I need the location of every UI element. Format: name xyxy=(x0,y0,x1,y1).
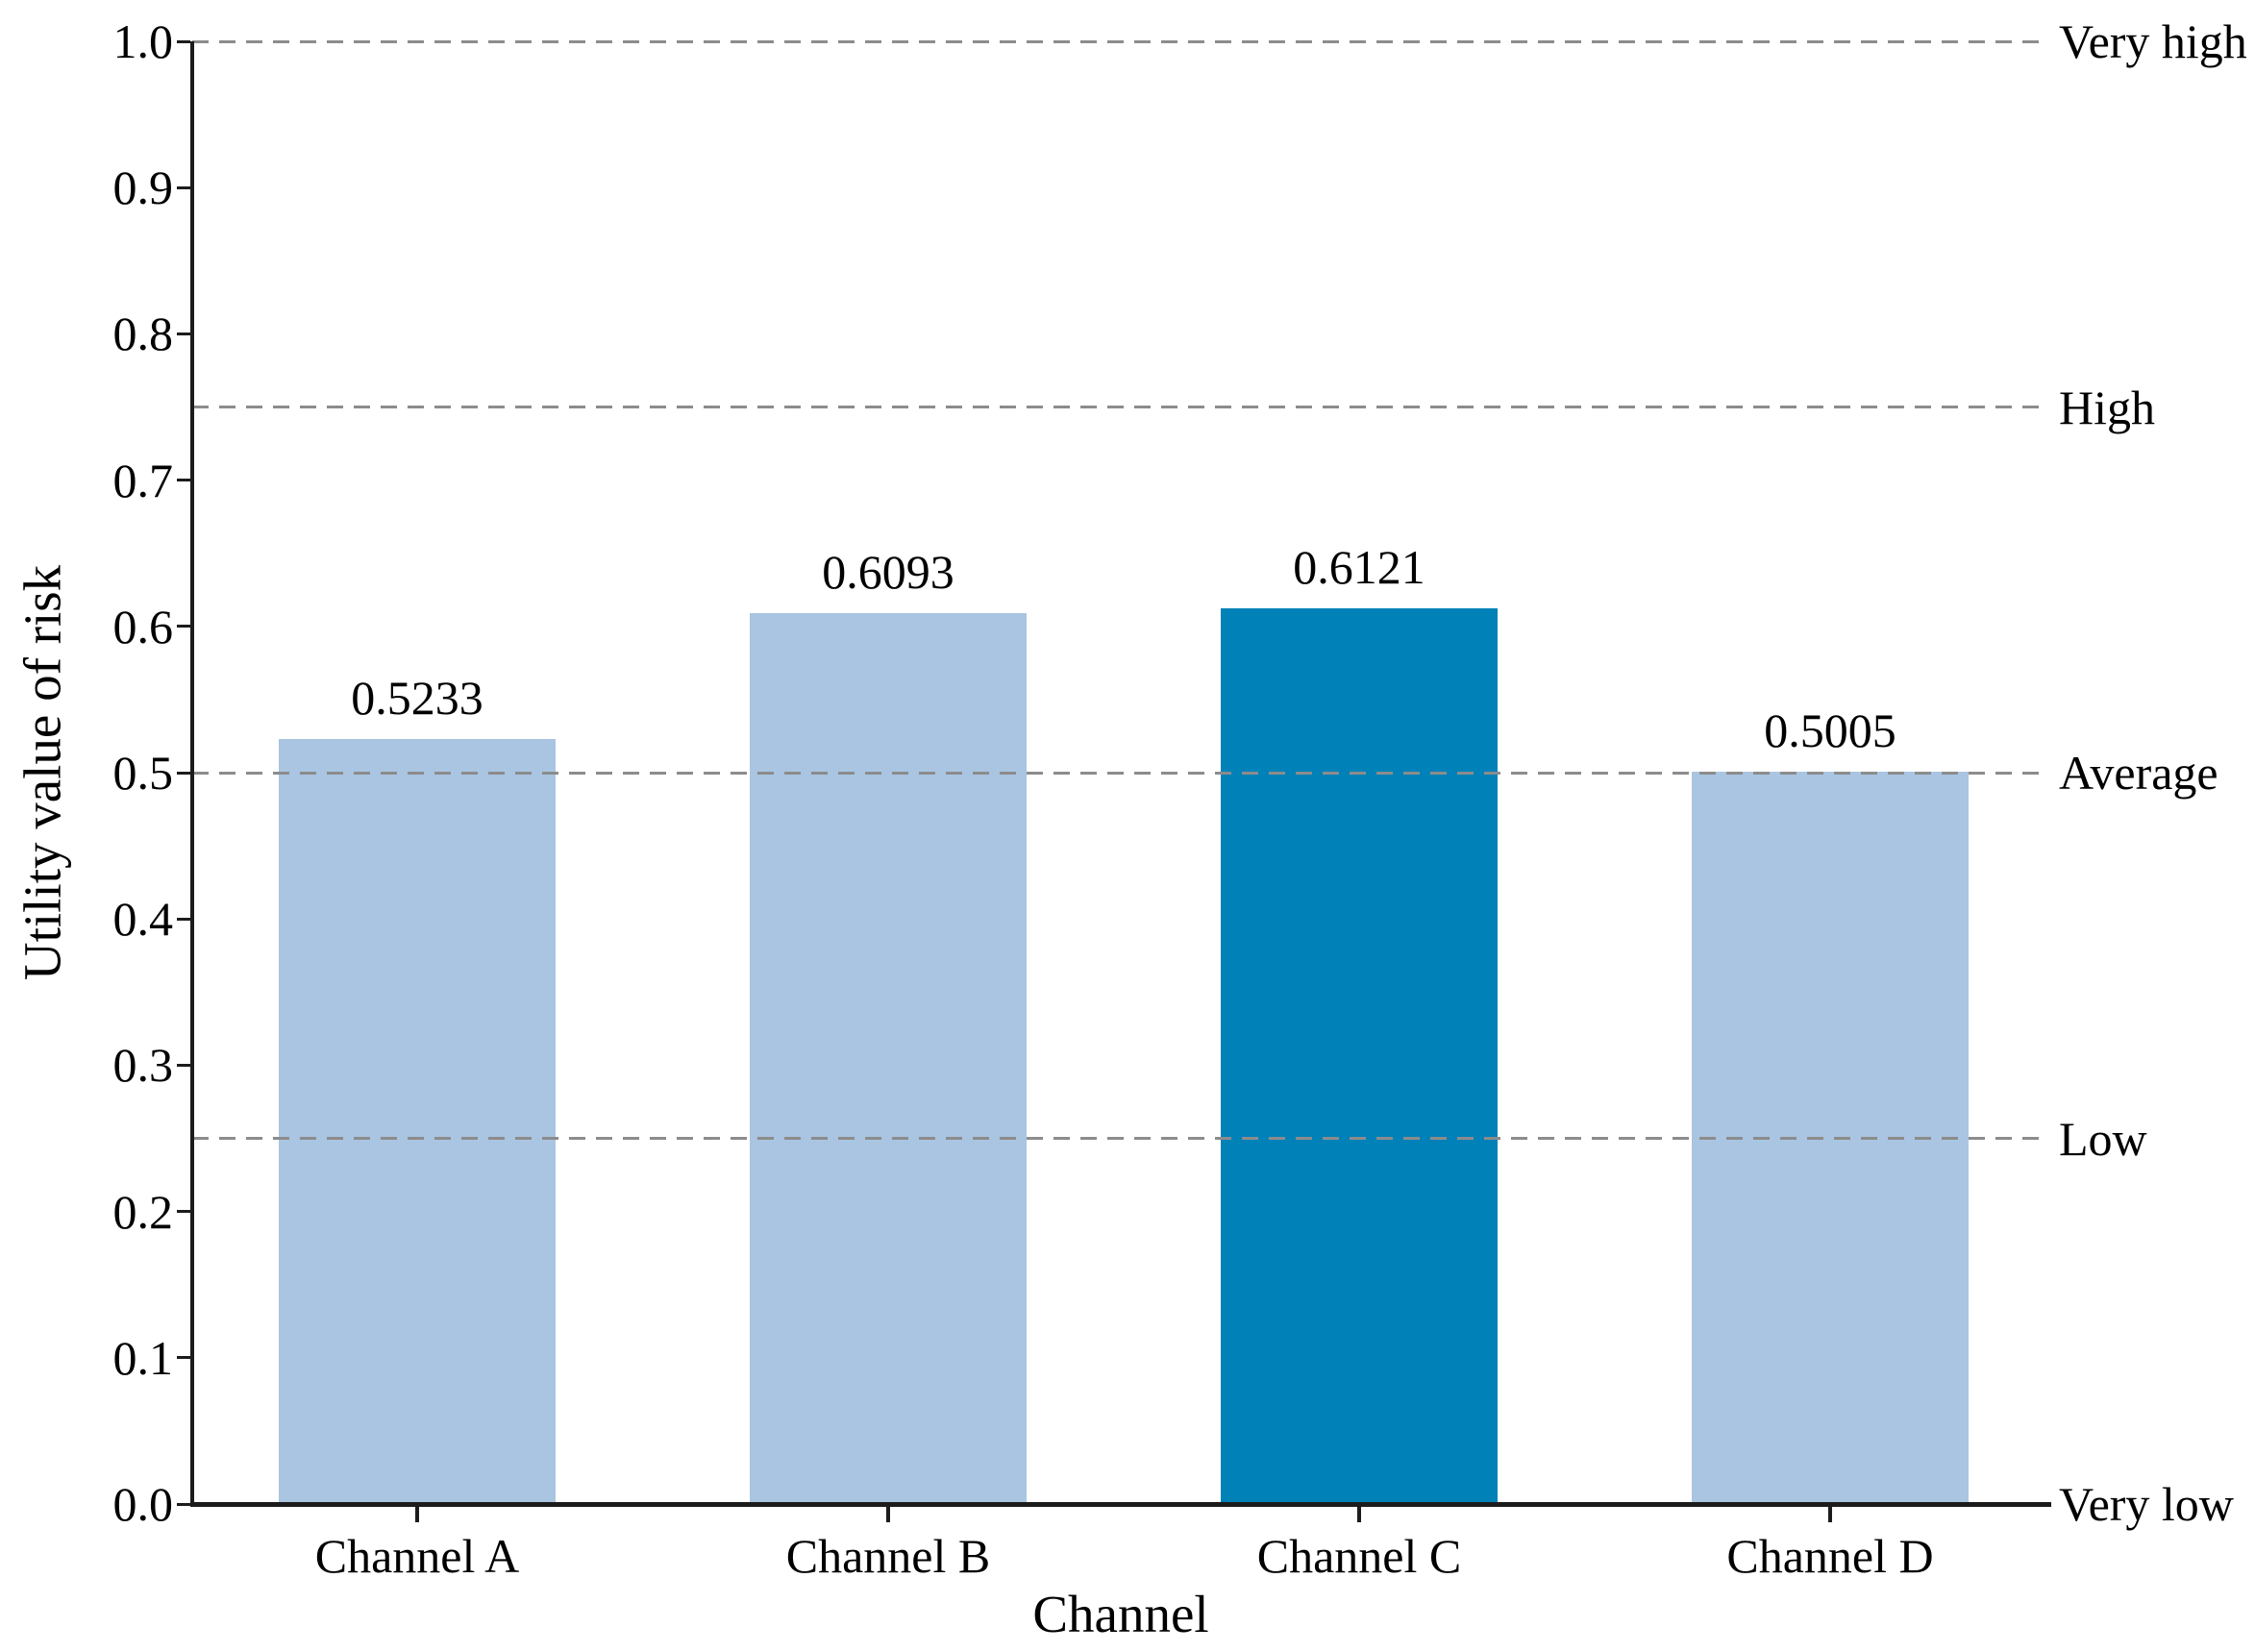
risk-level-label: Low xyxy=(2059,1111,2147,1166)
bar-value-label: 0.6093 xyxy=(822,544,954,599)
y-tick-mark xyxy=(177,332,190,335)
y-tick-mark xyxy=(177,185,190,189)
y-tick-mark xyxy=(177,625,190,629)
y-tick-mark xyxy=(177,771,190,775)
y-tick-label: 0.0 xyxy=(112,1477,174,1531)
y-tick-label: 0.2 xyxy=(112,1184,174,1239)
bar-value-label: 0.6121 xyxy=(1293,540,1425,595)
y-tick-mark xyxy=(177,917,190,921)
x-tick-mark xyxy=(886,1507,890,1522)
x-tick-label: Channel C xyxy=(1256,1529,1462,1583)
x-tick-label: Channel A xyxy=(314,1529,520,1583)
x-axis-title: Channel xyxy=(1032,1585,1209,1643)
reference-line-low xyxy=(192,1137,2047,1140)
bar-channel-c xyxy=(1221,608,1498,1504)
bar-channel-b xyxy=(750,612,1027,1504)
y-tick-label: 0.9 xyxy=(112,160,174,215)
reference-line-very-high xyxy=(192,39,2047,43)
x-tick-label: Channel B xyxy=(785,1529,991,1583)
y-tick-mark xyxy=(177,39,190,43)
x-tick-mark xyxy=(1357,1507,1361,1522)
y-tick-mark xyxy=(177,1356,190,1360)
y-tick-label: 0.6 xyxy=(112,599,174,653)
x-tick-mark xyxy=(1828,1507,1832,1522)
y-tick-mark xyxy=(177,1502,190,1506)
y-tick-label: 0.5 xyxy=(112,746,174,800)
y-tick-mark xyxy=(177,1210,190,1214)
reference-line-high xyxy=(192,406,2047,408)
x-tick-label: Channel D xyxy=(1726,1529,1934,1583)
y-tick-label: 0.1 xyxy=(112,1330,174,1385)
x-axis-line xyxy=(190,1502,2051,1507)
risk-level-label: High xyxy=(2059,380,2155,434)
risk-level-label: Very high xyxy=(2059,14,2247,68)
y-tick-label: 0.7 xyxy=(112,453,174,507)
risk-level-label: Average xyxy=(2059,746,2218,800)
y-tick-label: 1.0 xyxy=(112,14,174,68)
y-tick-mark xyxy=(177,479,190,482)
bar-channel-a xyxy=(279,738,556,1504)
bar-value-label: 0.5233 xyxy=(351,670,483,725)
risk-level-label: Very low xyxy=(2059,1477,2234,1531)
reference-line-average xyxy=(192,771,2047,775)
y-tick-label: 0.4 xyxy=(112,892,174,947)
y-tick-label: 0.3 xyxy=(112,1038,174,1093)
y-axis-line xyxy=(190,41,194,1507)
bar-value-label: 0.5005 xyxy=(1764,703,1896,758)
x-tick-mark xyxy=(415,1507,419,1522)
y-tick-label: 0.8 xyxy=(112,307,174,361)
y-tick-mark xyxy=(177,1063,190,1067)
